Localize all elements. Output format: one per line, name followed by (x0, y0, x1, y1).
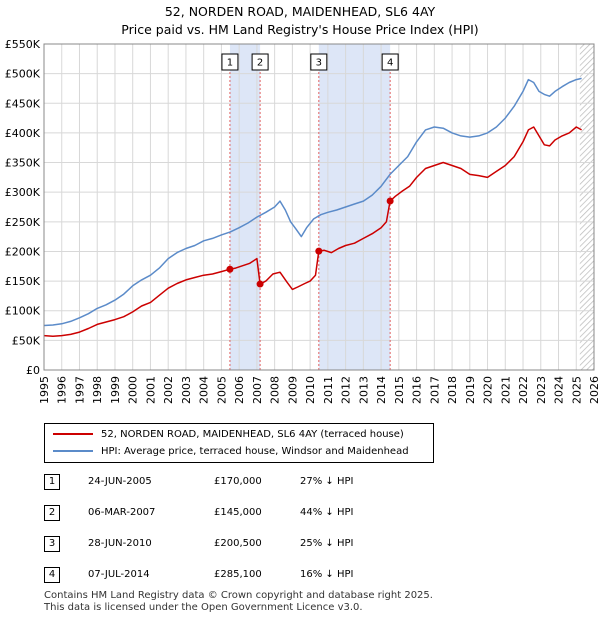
sale-point (226, 265, 234, 273)
y-tick-label: £50K (12, 334, 41, 347)
sale-hpi-diff: 27% ↓ HPI (300, 476, 354, 487)
sale-label-number: 3 (316, 58, 322, 69)
chart-legend: 52, NORDEN ROAD, MAIDENHEAD, SL6 4AY (te… (44, 423, 434, 463)
sale-hpi-diff: 44% ↓ HPI (300, 507, 354, 518)
shaded-period (318, 44, 391, 370)
x-tick-label: 2026 (588, 376, 600, 404)
x-tick-label: 2012 (340, 376, 353, 404)
sale-label-box (251, 53, 269, 71)
x-tick-label: 2021 (499, 376, 512, 404)
hpi-line (43, 77, 582, 327)
legend-swatch-hpi (53, 450, 93, 452)
y-tick-label: £500K (5, 68, 41, 81)
footer-copyright: Contains HM Land Registry data © Crown c… (44, 590, 433, 601)
x-tick-label: 2011 (322, 376, 335, 404)
x-tick-label: 2009 (286, 376, 299, 404)
sale-label-box (221, 53, 239, 71)
x-tick-label: 1996 (56, 376, 69, 404)
x-tick-label: 2004 (198, 376, 211, 404)
x-tick-label: 2008 (269, 376, 282, 404)
sale-point (315, 247, 323, 255)
x-tick-label: 2003 (180, 376, 193, 404)
sale-date: 07-JUL-2014 (88, 569, 150, 580)
y-tick-label: £200K (5, 245, 41, 258)
y-tick-label: £550K (5, 38, 41, 51)
x-tick-label: 2023 (535, 376, 548, 404)
y-tick-label: £250K (5, 216, 41, 229)
sale-hpi-diff: 25% ↓ HPI (300, 538, 354, 549)
sale-row: 2 06-MAR-2007 £145,000 44% ↓ HPI (0, 503, 600, 523)
x-tick-label: 2019 (464, 376, 477, 404)
sale-label-box (381, 53, 399, 71)
chart-title: 52, NORDEN ROAD, MAIDENHEAD, SL6 4AY (164, 4, 436, 19)
y-tick-label: £400K (5, 127, 41, 140)
sale-hpi-diff: 16% ↓ HPI (300, 569, 354, 580)
x-tick-label: 2005 (215, 376, 228, 404)
x-tick-label: 1995 (38, 376, 51, 404)
legend-swatch-price-paid (53, 433, 93, 435)
sale-label-number: 4 (387, 58, 393, 69)
x-tick-label: 2010 (304, 376, 317, 404)
x-tick-label: 2024 (553, 376, 566, 404)
x-tick-label: 2015 (393, 376, 406, 404)
sale-row: 3 28-JUN-2010 £200,500 25% ↓ HPI (0, 534, 600, 554)
x-tick-label: 2016 (411, 376, 424, 404)
sale-row: 4 07-JUL-2014 £285,100 16% ↓ HPI (0, 565, 600, 585)
x-tick-label: 2022 (517, 376, 530, 404)
y-tick-label: £0 (26, 364, 40, 377)
footer-license: This data is licensed under the Open Gov… (44, 602, 363, 613)
sale-number-badge: 2 (44, 505, 60, 521)
shaded-period (229, 44, 261, 370)
x-tick-label: 2000 (127, 376, 140, 404)
sale-price: £285,100 (214, 569, 262, 580)
legend-label-hpi: HPI: Average price, terraced house, Wind… (101, 446, 409, 457)
legend-item-hpi: HPI: Average price, terraced house, Wind… (53, 444, 409, 460)
x-tick-label: 2006 (233, 376, 246, 404)
sale-date: 06-MAR-2007 (88, 507, 156, 518)
y-tick-label: £350K (5, 157, 41, 170)
price-paid-line (43, 126, 582, 337)
legend-label-price-paid: 52, NORDEN ROAD, MAIDENHEAD, SL6 4AY (te… (101, 429, 404, 440)
legend-item-price-paid: 52, NORDEN ROAD, MAIDENHEAD, SL6 4AY (te… (53, 427, 404, 443)
y-tick-label: £150K (5, 275, 41, 288)
sale-price: £170,000 (214, 476, 262, 487)
y-tick-label: £450K (5, 97, 41, 110)
chart-subtitle: Price paid vs. HM Land Registry's House … (121, 22, 479, 37)
x-tick-label: 2018 (446, 376, 459, 404)
x-tick-label: 2020 (482, 376, 495, 404)
sale-price: £145,000 (214, 507, 262, 518)
sale-price: £200,500 (214, 538, 262, 549)
price-chart: 1 2 3 4 £0 £50K £100K £150K £200K £250K £300K £350… (5, 38, 600, 404)
forecast-hatch (579, 44, 594, 370)
sale-number-badge: 4 (44, 567, 60, 583)
x-tick-label: 1997 (73, 376, 86, 404)
y-tick-label: £100K (5, 305, 41, 318)
x-tick-label: 1998 (91, 376, 104, 404)
sale-number-badge: 3 (44, 536, 60, 552)
x-tick-label: 2001 (144, 376, 157, 404)
sale-point (256, 280, 264, 288)
x-tick-label: 2013 (357, 376, 370, 404)
x-tick-label: 2007 (251, 376, 264, 404)
sale-label-number: 1 (227, 58, 233, 69)
sale-point (386, 197, 394, 205)
x-tick-label: 2025 (570, 376, 583, 404)
x-tick-label: 2017 (428, 376, 441, 404)
y-tick-label: £300K (5, 186, 41, 199)
x-tick-label: 2002 (162, 376, 175, 404)
sale-date: 24-JUN-2005 (88, 476, 152, 487)
x-tick-label: 1999 (109, 376, 122, 404)
sale-label-number: 2 (257, 58, 263, 69)
sale-row: 1 24-JUN-2005 £170,000 27% ↓ HPI (0, 472, 600, 492)
sale-label-box (310, 53, 328, 71)
x-tick-label: 2014 (375, 376, 388, 404)
sale-number-badge: 1 (44, 474, 60, 490)
sale-date: 28-JUN-2010 (88, 538, 152, 549)
